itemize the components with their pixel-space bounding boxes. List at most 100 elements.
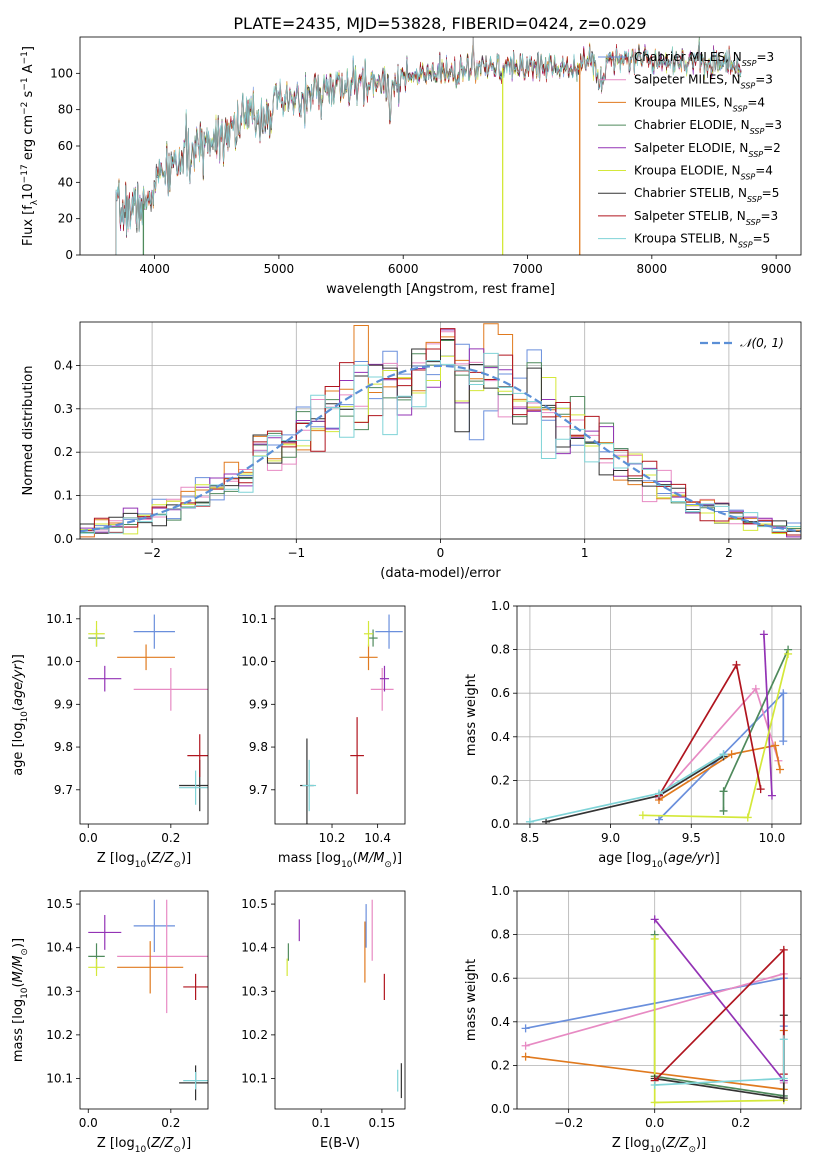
legend-label-suffix: =3 [760,209,778,223]
y-tick-label: 0.6 [491,686,510,700]
label-part: mass [log [278,851,341,866]
x-axis-label: age [log10(age/yr)] [598,851,720,870]
weight-point-kroupa_miles [776,765,785,774]
x-tick-label: 0.0 [645,1116,664,1130]
weight-lines [525,630,793,824]
axes-frame [516,890,802,1110]
label-part: age [log [11,723,26,776]
panels: 4000 5000 6000 7000 8000 9000020406080100wave… [11,36,802,1155]
weight-line-salpeter_stelib [658,662,762,797]
legend-label: Salpeter ELODIE, NSSP=2 [634,141,781,159]
y-tick-label: 0.2 [491,1058,510,1072]
label-part: ⊙ [173,860,181,870]
legend-label: Kroupa ELODIE, NSSP=4 [634,164,773,182]
y-tick-label: 0.8 [491,643,510,657]
label-part: )] [11,938,26,948]
x-tick-label: 0.15 [369,1116,396,1130]
y-tick-label: 9.7 [54,783,73,797]
histogram-kroupa_stelib [80,352,801,539]
label-part: −1 [20,77,30,90]
weight-line-kroupa_stelib [529,753,724,823]
legend-label-sub: SSP [750,127,765,136]
y-tick-label: 0.4 [491,730,510,744]
y-tick-label: 10.1 [241,612,268,626]
x-tick-label: 8.5 [520,831,539,845]
legend-label-suffix: =4 [747,95,765,109]
label-part: ( [11,706,26,711]
legend-label: Chabrier STELIB, NSSP=5 [634,186,779,204]
figure-title: PLATE=2435, MJD=53828, FIBERID=0424, z=0… [233,14,646,33]
weight-lines [521,915,788,1107]
y-tick-label: 0.4 [491,1015,510,1029]
legend-label-main: Chabrier MILES, N [634,50,742,64]
x-tick-label: 0.0 [79,1116,98,1130]
label-part: age/yr [11,663,26,706]
legend-label-suffix: =3 [764,118,782,132]
x-tick-label: 9.5 [682,831,701,845]
x-axis-label: Z [log10(Z/Z⊙)] [97,851,191,870]
legend-label-sub: SSP [741,81,756,90]
weight_vs_age-panel: 8.5 9.0 9.5 10.0 0.0 0.2 0.4 0.6 0.8 1.0 age [log1… [464,599,802,870]
label-part: ( [146,851,151,866]
y-axis-label: Flux [fλ10−17 erg cm−2 s−1 A−1] [20,46,40,246]
weight-point-kroupa_miles [771,741,780,750]
x-tick-label: 1 [581,546,589,560]
histograms [80,323,801,539]
weight-point-kroupa_stelib [650,1081,659,1090]
x-tick-label: 0.1 [312,1116,331,1130]
label-part: 10 [135,1145,147,1155]
y-axis-label: mass [log10(M/M⊙)] [11,938,30,1062]
x-tick-label: 7000 [512,262,543,276]
legend-label-suffix: =5 [762,186,780,200]
y-tick-label: 9.8 [54,740,73,754]
legend-label-sub: SSP [738,240,753,249]
weight-point-salpeter_elodie [759,630,768,639]
label-part: )] [710,851,720,866]
y-tick-label: 10.4 [46,941,73,955]
weight-line-salpeter_elodie [654,918,785,1082]
legend-label: Salpeter MILES, NSSP=3 [634,73,773,91]
x-axis-label: E(B-V) [320,1136,360,1151]
error-bars [286,899,402,1099]
y-axis-label: age [log10(age/yr)] [11,654,30,776]
weight-point-kroupa_stelib [525,817,534,824]
y-tick-label: 40 [58,175,73,189]
y-tick-label: 10.4 [241,941,268,955]
label-part: Z [log [612,1136,650,1151]
y-tick-label: 0 [65,248,73,262]
y-tick-label: 10.3 [46,984,73,998]
label-part: ( [663,851,668,866]
legend-label-main: Kroupa ELODIE, N [634,164,741,178]
label-part: Flux [f [21,205,36,246]
error-bars [300,614,403,824]
y-tick-label: 0.2 [491,773,510,787]
label-part: M/M [358,851,385,866]
y-tick-label: 10.0 [241,655,268,669]
label-part: Z/Z [665,1136,689,1151]
x-axis-label: (data-model)/error [380,566,501,581]
weight-point-salpeter_stelib [779,945,788,954]
legend-label-suffix: =2 [763,141,781,155]
weight-point-kroupa_miles [727,750,736,759]
y-tick-label: 0.4 [54,358,73,372]
label-part: 10 [341,860,353,870]
y-tick-label: 9.8 [249,740,268,754]
legend-label-sub: SSP [746,217,761,226]
legend-label-suffix: =4 [755,164,773,178]
label-part: ⊙ [688,1145,696,1155]
x-tick-label: 10.4 [364,831,391,845]
y-tick-label: 9.9 [54,697,73,711]
legend-label-main: Salpeter ELODIE, N [634,141,748,155]
axes-frame [274,605,406,825]
label-part: )] [696,1136,706,1151]
spectrum-line-kroupa_stelib [115,40,742,255]
weight-point-kroupa_elodie [650,1098,659,1107]
label-part: Z [log [97,1136,135,1151]
label-part: mass weight [464,959,479,1041]
legend-label-main: Salpeter STELIB, N [634,209,746,223]
weight-point-salpeter_elodie [650,915,659,924]
label-part: ( [11,982,26,987]
y-tick-label: 10.2 [46,1028,73,1042]
y-tick-label: 10.0 [46,655,73,669]
label-part: E(B-V) [320,1136,360,1151]
